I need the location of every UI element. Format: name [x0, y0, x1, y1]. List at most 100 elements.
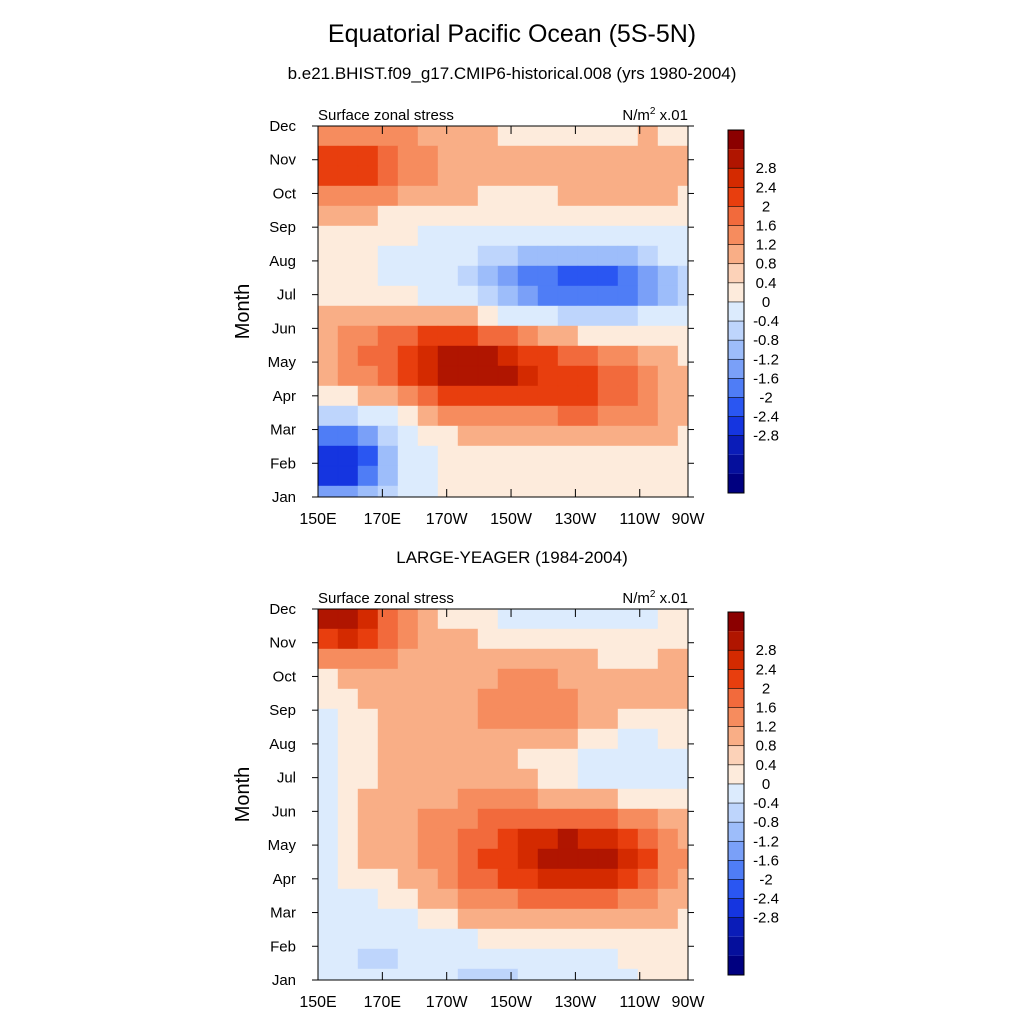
heatmap-cell [677, 828, 689, 850]
heatmap-cell [317, 868, 339, 890]
heatmap-cell [417, 405, 439, 427]
colorbar-frame [727, 611, 745, 976]
heatmap-cell [437, 668, 459, 690]
heatmap-cell [617, 648, 639, 670]
heatmap-cell [397, 728, 419, 750]
heatmap-cell [377, 788, 399, 810]
heatmap-cell [577, 425, 599, 447]
x-tick-label: 90W [672, 511, 706, 528]
heatmap-cell [557, 908, 579, 930]
heatmap-cell [637, 668, 659, 690]
colorbar-swatch [728, 130, 744, 150]
colorbar-swatch [728, 340, 744, 360]
heatmap-cell [537, 748, 559, 770]
colorbar-swatch [728, 803, 744, 823]
heatmap-cell [617, 225, 639, 247]
colorbar-swatch [728, 955, 744, 975]
heatmap-cell [537, 145, 559, 167]
heatmap-cell [417, 768, 439, 790]
heatmap-cell [577, 185, 599, 207]
heatmap-cell [537, 608, 559, 630]
heatmap-cell [457, 445, 479, 467]
heatmap-cell [617, 245, 639, 267]
heatmap-cell [477, 225, 499, 247]
heatmap-cell [477, 888, 499, 910]
heatmap-cell [457, 648, 479, 670]
heatmap-cell [357, 205, 379, 227]
heatmap-cell [377, 808, 399, 830]
heatmap-cell [477, 808, 499, 830]
heatmap-cell [337, 345, 359, 367]
heatmap-cell [377, 888, 399, 910]
heatmap-cell [537, 868, 559, 890]
heatmap-cell [397, 325, 419, 347]
heatmap-cell [497, 888, 519, 910]
heatmap-cell [537, 708, 559, 730]
heatmap-cell [317, 265, 339, 287]
heatmap-cell [397, 788, 419, 810]
heatmap-cell [417, 928, 439, 950]
heatmap-cell [677, 185, 689, 207]
heatmap-cell [657, 305, 679, 327]
heatmap-cell [477, 365, 499, 387]
colorbar-swatch [728, 707, 744, 727]
heatmap-cell [497, 385, 519, 407]
heatmap-cell [657, 908, 679, 930]
heatmap-cell [497, 668, 519, 690]
heatmap-cell [357, 265, 379, 287]
heatmap-cell [417, 425, 439, 447]
heatmap-cell [437, 748, 459, 770]
heatmap-cell [577, 225, 599, 247]
heatmap-cell [657, 648, 679, 670]
heatmap-cell [377, 948, 399, 970]
heatmap-cell [437, 948, 459, 970]
heatmap-cell [437, 405, 459, 427]
heatmap-cell [357, 325, 379, 347]
heatmap-cell [637, 868, 659, 890]
colorbar-swatch [728, 454, 744, 474]
heatmap-cell [417, 808, 439, 830]
heatmap-cell [557, 628, 579, 650]
heatmap-cell [317, 848, 339, 870]
heatmap-cell [357, 648, 379, 670]
heatmap-cell [637, 465, 659, 487]
heatmap-cell [557, 808, 579, 830]
heatmap-cell [477, 185, 499, 207]
y-axis-label: Month [232, 284, 254, 340]
colorbar-swatch [728, 841, 744, 861]
heatmap-cell [357, 628, 379, 650]
heatmap-cell [477, 748, 499, 770]
heatmap-cell [637, 808, 659, 830]
heatmap-cell [637, 265, 659, 287]
heatmap-cell [357, 485, 379, 498]
heatmap-cell [677, 325, 689, 347]
heatmap-cell [377, 628, 399, 650]
y-tick-label: Sep [269, 702, 296, 719]
colorbar-label: 2.4 [756, 661, 777, 678]
colorbar-swatch [728, 301, 744, 322]
heatmap-cell [437, 185, 459, 207]
heatmap-cell [597, 385, 619, 407]
heatmap-cell [337, 628, 359, 650]
heatmap-cell [317, 888, 339, 910]
heatmap-cell [497, 245, 519, 267]
heatmap-cell [657, 165, 679, 187]
heatmap-cell [577, 305, 599, 327]
heatmap-cell [457, 205, 479, 227]
heatmap-cell [457, 125, 479, 147]
heatmap-field [317, 125, 689, 498]
heatmap-cell [437, 325, 459, 347]
heatmap-cell [477, 668, 499, 690]
heatmap-cell [657, 345, 679, 367]
heatmap-cell [657, 888, 679, 910]
heatmap-cell [377, 165, 399, 187]
heatmap-cell [557, 668, 579, 690]
heatmap-cell [517, 245, 539, 267]
colorbar-swatch [728, 726, 744, 746]
heatmap-cell [517, 868, 539, 890]
heatmap-cell [657, 185, 679, 207]
heatmap-cell [617, 788, 639, 810]
heatmap-cell [337, 405, 359, 427]
x-tick-label: 110W [619, 511, 661, 528]
panel-1: Surface zonal stress N/m2 x.01 150E 170E 170… [232, 106, 779, 528]
